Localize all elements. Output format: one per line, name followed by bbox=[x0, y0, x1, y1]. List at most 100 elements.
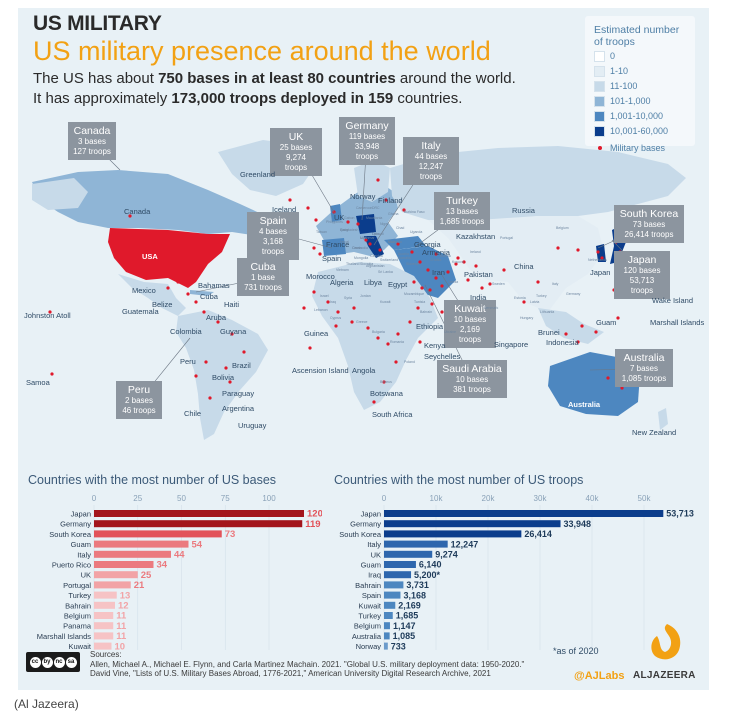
base-dot bbox=[412, 280, 416, 284]
aljazeera-brand: ALJAZEERA bbox=[633, 670, 696, 681]
base-dot bbox=[336, 310, 340, 314]
map-label-small: Latvia bbox=[530, 300, 540, 304]
map-label-small: Cameroon bbox=[356, 206, 373, 210]
base-dot bbox=[204, 360, 208, 364]
map-label: Algeria bbox=[330, 278, 354, 287]
map-label: Iran bbox=[432, 268, 445, 277]
callout-stat: 2,169 troops bbox=[458, 325, 482, 344]
callout-italy: Italy 44 bases 12,247 troops bbox=[403, 137, 459, 185]
map-label-small: Croatia bbox=[430, 258, 442, 262]
category-label: Turkey bbox=[68, 591, 91, 600]
map-label-small: Netherlands bbox=[588, 258, 607, 262]
bar bbox=[384, 581, 404, 589]
map-label: Norway bbox=[350, 192, 376, 201]
base-dot bbox=[430, 302, 434, 306]
aljazeera-logo-icon bbox=[651, 624, 681, 660]
callout-cuba: Cuba 1 base 731 troops bbox=[237, 258, 289, 296]
base-dot bbox=[308, 346, 312, 350]
base-dot bbox=[376, 336, 380, 340]
map-label-small: Mali bbox=[388, 240, 395, 244]
map-label: Samoa bbox=[26, 378, 50, 387]
base-dot bbox=[462, 260, 466, 264]
cc-cc-icon: cc bbox=[29, 656, 41, 668]
base-dot bbox=[318, 252, 322, 256]
map-label-small: Israel bbox=[320, 294, 329, 298]
land-cuba bbox=[190, 290, 214, 296]
x-tick-label: 10k bbox=[430, 494, 444, 503]
callout-country: Cuba bbox=[250, 261, 276, 273]
legend-item: 101-1,000 bbox=[594, 95, 651, 107]
map-label-small: Cambodia bbox=[352, 246, 368, 250]
map-label-small: Chad bbox=[396, 226, 405, 230]
map-label-small: Ukraine bbox=[444, 330, 457, 334]
base-dot bbox=[410, 250, 414, 254]
x-tick-label: 0 bbox=[92, 494, 97, 503]
bar bbox=[384, 601, 396, 609]
category-label: South Korea bbox=[339, 530, 382, 539]
map-label: Brunei bbox=[538, 328, 560, 337]
callout-stat: 13 bases bbox=[445, 207, 479, 216]
callout-country: Turkey bbox=[446, 195, 478, 207]
base-dot bbox=[564, 332, 568, 336]
map-label-small: Kosovo bbox=[452, 260, 464, 264]
base-dot bbox=[474, 264, 478, 268]
bar bbox=[384, 632, 390, 640]
callout-stat: 731 troops bbox=[244, 283, 282, 292]
legend-label: Military bases bbox=[610, 143, 666, 153]
map-label-small: Lithuania bbox=[540, 310, 555, 314]
base-dot bbox=[606, 376, 610, 380]
map-label: Johnston Atoll bbox=[24, 311, 71, 320]
base-dot bbox=[302, 306, 306, 310]
source-2: David Vine, "Lists of U.S. Military Base… bbox=[90, 669, 491, 678]
map-label-small: Czechia bbox=[370, 254, 383, 258]
x-tick-label: 75 bbox=[221, 494, 230, 503]
map-label: Bolivia bbox=[212, 373, 235, 382]
bar bbox=[384, 540, 448, 548]
troops-chart-title: Countries with the most number of US tro… bbox=[334, 473, 583, 487]
map-label-small: Lebanon bbox=[314, 308, 328, 312]
map-label-small: Afghanistan bbox=[366, 264, 385, 268]
base-dot bbox=[418, 260, 422, 264]
legend-label: 0 bbox=[610, 51, 616, 61]
legend-label: 101-1,000 bbox=[610, 96, 651, 106]
bar bbox=[94, 571, 138, 579]
base-dot bbox=[600, 256, 604, 260]
ajlabs-handle: @AJLabs bbox=[574, 670, 625, 682]
map-label-small: Hungary bbox=[520, 316, 534, 320]
map-label-small: Romania bbox=[390, 340, 405, 344]
base-dot bbox=[440, 284, 444, 288]
map-label: Georgia bbox=[414, 240, 441, 249]
bar bbox=[94, 612, 114, 619]
land-uk bbox=[330, 204, 342, 222]
base-dot bbox=[596, 250, 600, 254]
cc-sa-icon: sa bbox=[65, 656, 77, 668]
map-label: Canada bbox=[124, 207, 151, 216]
base-dot bbox=[186, 292, 190, 296]
map-label-small: Philippines bbox=[326, 220, 343, 224]
category-label: Guam bbox=[71, 540, 91, 549]
base-dot bbox=[48, 310, 52, 314]
kicker-title: US MILITARY bbox=[33, 12, 162, 35]
map-label-small: Portugal bbox=[500, 236, 514, 240]
bar bbox=[384, 622, 390, 630]
map-label-small: Laos bbox=[372, 232, 380, 236]
bar bbox=[94, 632, 114, 640]
map-label: Colombia bbox=[170, 327, 202, 336]
value-label: 1,085 bbox=[393, 631, 416, 641]
value-label: 2,169 bbox=[398, 601, 421, 611]
legend-item: 0 bbox=[594, 50, 615, 62]
value-label: 733 bbox=[391, 641, 406, 650]
bar bbox=[384, 571, 412, 579]
land-new-zealand bbox=[658, 408, 668, 430]
callout-stat: 4 bases bbox=[258, 227, 288, 236]
map-label: Cuba bbox=[200, 292, 218, 301]
category-label: Belgium bbox=[64, 612, 91, 621]
callout-stat: 25 bases bbox=[279, 143, 313, 152]
callout-turkey: Turkey 13 bases 1,685 troops bbox=[434, 192, 490, 230]
callout-stat: 127 troops bbox=[73, 147, 111, 156]
callout-saudi-arabia: Saudi Arabia 10 bases 381 troops bbox=[437, 360, 507, 398]
category-label: Germany bbox=[60, 520, 91, 529]
base-dot bbox=[616, 316, 620, 320]
map-label: Marshall Islands bbox=[650, 318, 705, 327]
map-label-small: Ghana bbox=[388, 212, 399, 216]
